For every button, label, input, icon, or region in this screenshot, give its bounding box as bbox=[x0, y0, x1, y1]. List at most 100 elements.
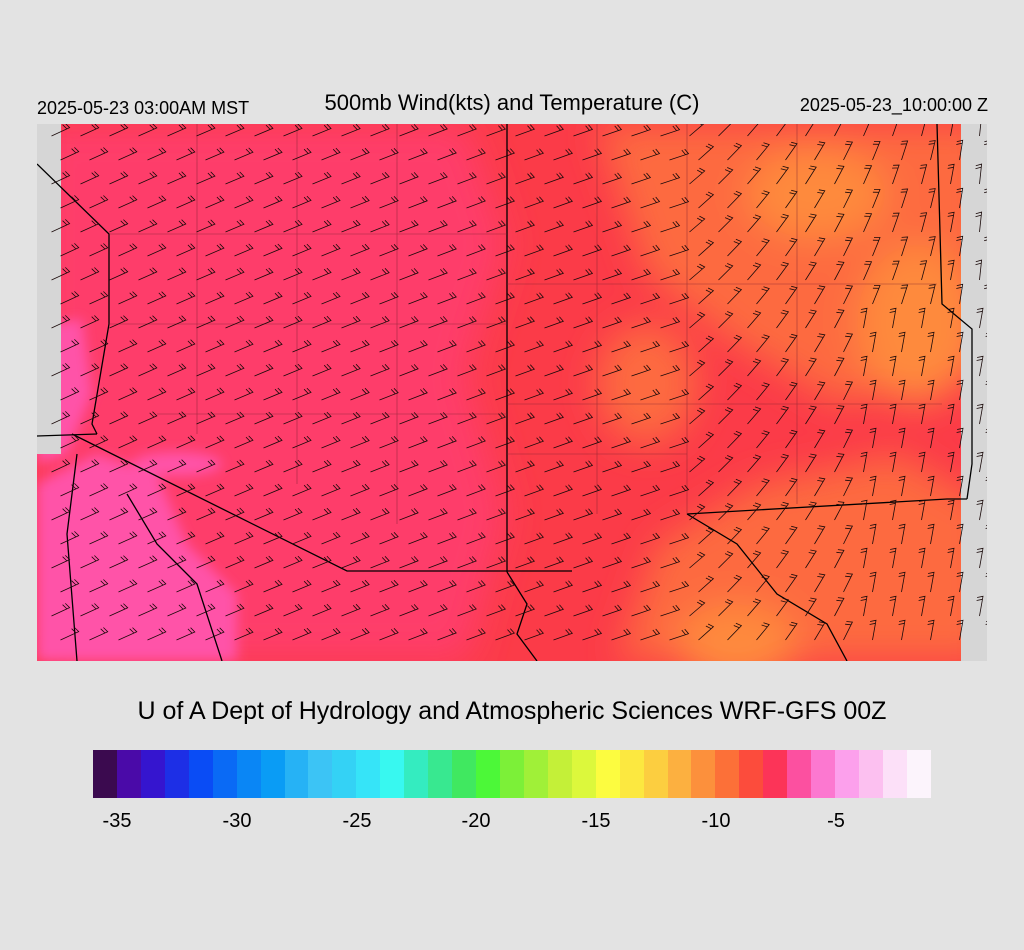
wind-barb bbox=[814, 621, 826, 641]
wind-barb bbox=[147, 339, 167, 353]
wind-barb bbox=[698, 431, 715, 449]
wind-barb bbox=[582, 388, 603, 401]
wind-barb bbox=[80, 171, 100, 185]
wind-barb bbox=[138, 507, 158, 521]
wind-barb bbox=[669, 196, 690, 209]
wind-barb bbox=[399, 412, 419, 425]
wind-barb bbox=[863, 213, 873, 233]
wind-barb bbox=[602, 508, 623, 521]
wind-barb bbox=[872, 141, 881, 161]
wind-barb bbox=[631, 268, 652, 281]
wind-barb bbox=[611, 532, 632, 545]
utc-time-label: 2025-05-23_10:00:00 Z bbox=[799, 95, 988, 115]
wind-barb bbox=[292, 627, 312, 641]
wind-barb bbox=[785, 285, 798, 305]
wind-barb bbox=[718, 167, 734, 185]
wind-barb bbox=[553, 292, 573, 305]
wind-barb bbox=[805, 124, 814, 137]
wind-barb bbox=[495, 148, 515, 161]
wind-barb bbox=[515, 412, 535, 425]
wind-barb bbox=[553, 580, 573, 593]
wind-barb bbox=[341, 363, 361, 377]
wind-barb bbox=[747, 598, 762, 617]
wind-barb bbox=[553, 244, 573, 257]
wind-barb bbox=[947, 211, 955, 233]
wind-barb bbox=[486, 460, 506, 473]
colorbar-tick-label: -30 bbox=[222, 810, 252, 832]
wind-barb bbox=[118, 243, 138, 257]
colorbar-swatch bbox=[595, 750, 620, 798]
wind-barb bbox=[869, 379, 877, 401]
wind-barb bbox=[553, 628, 573, 641]
colorbar-swatch bbox=[308, 750, 333, 798]
wind-barb bbox=[814, 477, 826, 497]
wind-barb bbox=[341, 459, 361, 473]
wind-barb bbox=[283, 555, 303, 569]
wind-barb bbox=[60, 579, 80, 593]
wind-barb bbox=[196, 124, 216, 137]
wind-barb bbox=[947, 355, 955, 377]
wind-barb bbox=[312, 411, 332, 425]
wind-barb bbox=[437, 340, 457, 353]
wind-barb bbox=[466, 292, 486, 305]
wind-barb bbox=[776, 357, 790, 377]
wind-barb bbox=[524, 196, 544, 209]
wind-barb bbox=[321, 579, 341, 593]
wind-barb bbox=[640, 148, 661, 161]
wind-barb bbox=[60, 627, 80, 641]
wind-barb bbox=[814, 237, 826, 257]
wind-barb bbox=[747, 502, 762, 521]
wind-barb bbox=[727, 382, 743, 401]
wind-barb bbox=[727, 286, 743, 305]
wind-barb bbox=[776, 501, 790, 521]
wind-barb bbox=[582, 532, 603, 545]
wind-barb bbox=[466, 532, 486, 545]
wind-barb bbox=[196, 219, 216, 233]
wind-barb bbox=[985, 380, 987, 385]
wind-barb bbox=[640, 244, 661, 257]
wind-barb bbox=[631, 220, 652, 233]
wind-barb bbox=[524, 580, 544, 593]
wind-barb bbox=[408, 148, 428, 161]
wind-barb bbox=[109, 603, 129, 617]
wind-barb bbox=[785, 429, 798, 449]
wind-barb bbox=[669, 388, 690, 401]
wind-barb bbox=[814, 285, 826, 305]
wind-barb bbox=[118, 435, 138, 449]
map-title: 500mb Wind(kts) and Temperature (C) bbox=[324, 90, 700, 115]
wind-barb bbox=[718, 503, 734, 521]
wind-barb bbox=[898, 571, 906, 593]
wind-barb bbox=[51, 267, 71, 281]
wind-barb bbox=[918, 307, 926, 329]
wind-barb bbox=[176, 387, 196, 401]
colorbar-swatch bbox=[787, 750, 812, 798]
wind-barb bbox=[553, 436, 573, 449]
wind-barb bbox=[805, 405, 817, 425]
wind-barb bbox=[889, 403, 897, 425]
wind-barb bbox=[118, 291, 138, 305]
wind-barb bbox=[756, 238, 770, 257]
wind-barb bbox=[834, 309, 845, 329]
colorbar-swatch bbox=[140, 750, 165, 798]
wind-barb bbox=[976, 355, 984, 377]
wind-barb bbox=[983, 140, 987, 146]
wind-barb bbox=[611, 580, 632, 593]
wind-barb bbox=[602, 364, 623, 377]
wind-barb bbox=[698, 623, 715, 641]
wind-barb bbox=[843, 381, 854, 401]
wind-barb bbox=[263, 291, 283, 305]
wind-barb bbox=[486, 172, 506, 185]
wind-barb bbox=[80, 603, 100, 617]
wind-barb bbox=[147, 291, 167, 305]
wind-barb bbox=[927, 427, 935, 449]
wind-barb bbox=[196, 555, 216, 569]
temperature-colorbar bbox=[93, 750, 931, 798]
wind-barb bbox=[60, 387, 80, 401]
wind-barb bbox=[640, 532, 661, 545]
wind-barb bbox=[60, 243, 80, 257]
wind-barb bbox=[350, 579, 370, 593]
wind-barb bbox=[408, 628, 428, 641]
wind-barb bbox=[379, 484, 399, 497]
wind-barb bbox=[428, 124, 448, 137]
wind-barb bbox=[466, 628, 486, 641]
